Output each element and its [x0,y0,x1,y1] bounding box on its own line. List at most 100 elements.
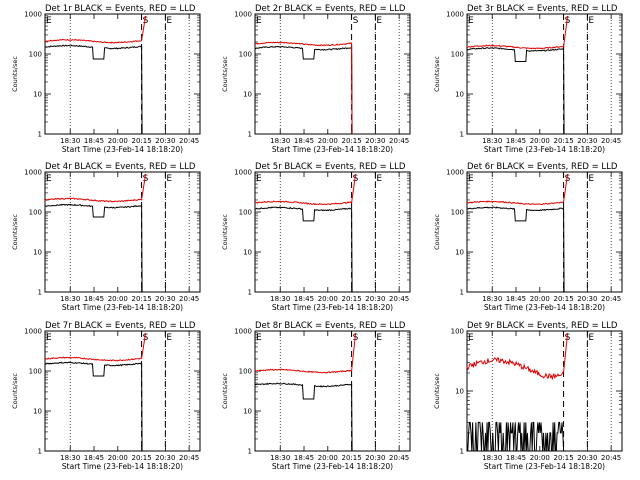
x-tick-label: 20:30 [577,454,597,462]
chart-panel-6: Det 6r BLACK = Events, RED = LLD 1 10 100 10… [433,162,623,312]
left-marker-label: E [468,174,474,184]
x-tick-label: 20:00 [318,454,338,462]
start-marker-label: S [353,16,359,26]
y-axis-label: Counts/sec [221,373,229,409]
end-marker-label: E [376,333,382,343]
series-events-line [44,44,143,135]
x-tick-label: 20:45 [389,454,409,462]
y-tick-label: 10 [33,91,42,99]
x-axis-label: Start Time (23-Feb-14 18:18:20) [62,145,183,154]
series-events-line [467,421,565,452]
x-axis-label: Start Time (23-Feb-14 18:18:20) [484,303,605,312]
x-tick-label: 20:45 [179,137,199,145]
chart-panel-5: Det 5r BLACK = Events, RED = LLD 1 10 100 10… [221,162,411,312]
x-tick-label: 20:45 [389,137,409,145]
x-tick-label: 18:45 [294,137,314,145]
x-tick-label: 18:45 [506,454,526,462]
series-events-line [255,206,353,293]
y-axis-label: Counts/sec [221,214,229,250]
chart-title: Det 8r BLACK = Events, RED = LLD [255,321,406,331]
end-marker-label: E [166,333,172,343]
x-tick-label: 20:30 [365,295,385,303]
chart-title: Det 9r BLACK = Events, RED = LLD [467,321,618,331]
x-tick-label: 20:45 [179,454,199,462]
series-events-line [254,382,353,452]
y-axis-label: Counts/sec [11,214,19,250]
y-tick-label: 1 [460,448,464,456]
y-axis-label: Counts/sec [11,56,19,92]
left-marker-label: E [46,174,52,184]
x-tick-label: 20:15 [341,137,361,145]
y-tick-label: 1 [248,448,252,456]
chart-panel-9: Det 9r BLACK = Events, RED = LLD 1 10 100 Co… [433,321,623,471]
x-tick-label: 18:30 [482,454,502,462]
x-tick-label: 18:30 [60,137,80,145]
x-tick-label: 20:45 [601,454,621,462]
y-tick-label: 1000 [24,11,42,19]
series-lld-line [466,173,569,206]
series-events-line [466,206,565,293]
x-tick-label: 20:30 [577,137,597,145]
x-tick-label: 20:45 [601,137,621,145]
x-tick-label: 20:00 [108,454,128,462]
x-tick-label: 20:00 [530,137,550,145]
chart-title: Det 5r BLACK = Events, RED = LLD [255,162,406,172]
x-tick-label: 20:30 [577,295,597,303]
plot-frame [44,330,201,452]
series-lld-line [254,173,357,206]
x-tick-label: 18:45 [84,295,104,303]
plot-frame [44,13,201,135]
series-lld-line [467,15,569,50]
x-tick-label: 18:45 [294,295,314,303]
x-tick-label: 20:30 [365,454,385,462]
series-events-line [44,361,143,452]
end-marker-label: E [588,16,594,26]
x-tick-label: 18:45 [506,295,526,303]
end-marker-label: E [166,16,172,26]
series-lld-line [466,332,569,381]
plot-frame [44,171,201,293]
x-tick-label: 20:30 [155,137,175,145]
plot-frame [466,171,623,293]
y-tick-label: 100 [451,328,464,336]
y-tick-label: 100 [451,209,464,217]
x-tick-label: 20:30 [365,137,385,145]
series-events-line [254,45,353,135]
series-lld-line [254,332,357,374]
chart-title: Det 7r BLACK = Events, RED = LLD [45,321,196,331]
y-axis-label: Counts/sec [433,373,441,409]
y-tick-label: 1 [38,131,42,139]
y-axis-label: Counts/sec [11,373,19,409]
start-marker-label: S [565,174,571,184]
end-marker-label: E [166,174,172,184]
y-tick-label: 10 [243,91,252,99]
chart-panel-3: Det 3r BLACK = Events, RED = LLD 1 10 100 10… [433,4,623,154]
x-tick-label: 20:00 [108,137,128,145]
x-tick-label: 18:45 [294,454,314,462]
y-tick-label: 1000 [24,169,42,177]
y-tick-label: 100 [29,368,42,376]
x-tick-label: 20:00 [318,137,338,145]
end-marker-label: E [588,174,594,184]
series-lld-line [44,173,147,203]
x-tick-label: 20:15 [341,454,361,462]
left-marker-label: E [46,333,52,343]
y-tick-label: 100 [239,51,252,59]
end-marker-label: E [376,174,382,184]
x-axis-label: Start Time (23-Feb-14 18:18:20) [272,303,393,312]
y-tick-label: 1000 [234,169,252,177]
x-tick-label: 18:45 [84,454,104,462]
y-tick-label: 1 [248,131,252,139]
y-axis-label: Counts/sec [221,56,229,92]
y-tick-label: 1000 [234,11,252,19]
x-axis-label: Start Time (23-Feb-14 18:18:20) [62,462,183,471]
y-tick-label: 1 [460,131,464,139]
x-tick-label: 18:45 [506,137,526,145]
chart-panel-1: Det 1r BLACK = Events, RED = LLD 1 10 100 10… [11,4,201,154]
x-tick-label: 18:30 [270,454,290,462]
y-tick-label: 1 [38,448,42,456]
series-events-line [44,203,143,293]
x-tick-label: 20:30 [155,454,175,462]
x-axis-label: Start Time (23-Feb-14 18:18:20) [484,145,605,154]
